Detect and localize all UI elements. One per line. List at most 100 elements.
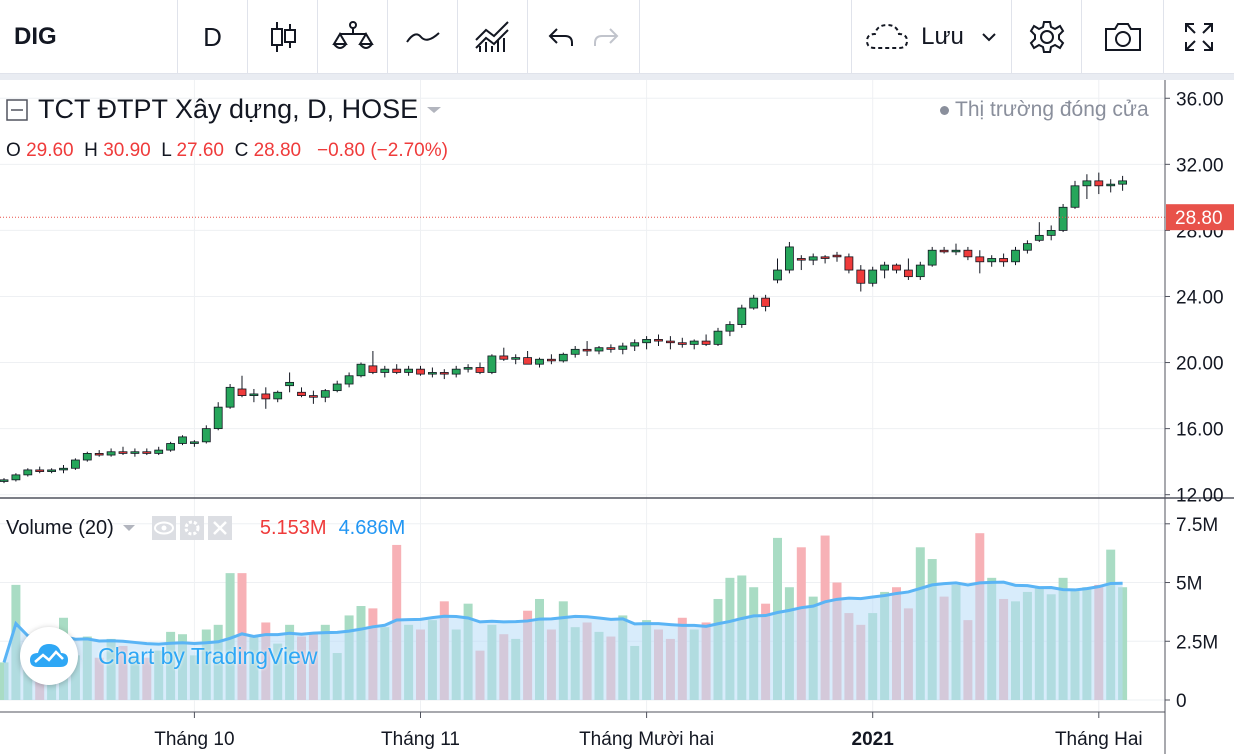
tradingview-cloud-icon [30,644,68,667]
candle-body [106,451,116,456]
candle-body [213,406,223,430]
watermark-text: Chart by TradingView [98,642,318,669]
compare-icon [331,21,374,49]
candle-body [166,443,176,451]
candle-body [832,254,842,258]
candle-body [35,469,45,472]
candle-body [404,368,414,373]
candle-body [189,441,199,444]
candle-body [368,365,378,373]
collapse-icon[interactable] [6,98,28,121]
camera-icon [1104,23,1141,51]
candle-body [392,368,402,373]
price-tick-label: 36.00 [1176,89,1224,110]
candle-body [463,367,473,370]
indicator-wave-icon [405,32,440,43]
candle-body [844,256,854,271]
volume-bar [225,573,235,700]
volume-axis[interactable]: 0 2.5M 5M 7.5M [1165,515,1218,712]
candle-body [808,256,818,261]
candle-body [558,353,568,362]
candle-body [344,375,354,385]
candle-body [59,467,68,471]
volume-pane [0,533,1128,700]
last-price-tag: 28.80 [1166,204,1234,231]
candle-body [0,479,9,482]
candle-body [23,469,33,476]
candle-body [892,264,901,271]
candle-body [11,474,21,481]
candle-body [570,348,580,355]
market-status-text: Thị trường đóng cửa [955,98,1149,121]
candle-body [47,469,56,472]
low-value: 27.60 [176,140,224,161]
status-dot-icon [940,105,949,115]
gear-icon [1029,21,1064,53]
remove-indicator-icon[interactable] [207,516,232,540]
candle-body [511,357,521,360]
candle-body [927,249,937,266]
settings-button[interactable] [1012,0,1082,74]
candle-body [178,436,187,444]
candle-body [689,340,699,345]
indicators-button[interactable] [388,0,458,74]
candle-body [963,249,973,258]
candle-body [154,449,164,454]
volume-menu-caret-icon[interactable] [122,523,136,533]
price-tick-label: 24.00 [1176,287,1224,308]
candle-body [1082,180,1092,187]
time-axis[interactable]: Tháng 10 Tháng 11 Tháng Mười hai 2021 Tháng … [154,712,1143,750]
candle-body [1023,243,1032,251]
templates-button[interactable] [458,0,528,74]
snapshot-button[interactable] [1082,0,1164,74]
candle-body [225,386,235,408]
candle-body [547,358,556,362]
ohlc-values: O 29.60 H 30.90 L 27.60 C 28.80 −0.80 (−… [6,140,448,162]
indicator-settings-icon[interactable] [179,516,204,540]
chart-type-button[interactable] [248,0,318,74]
candle-body [677,342,687,345]
high-label: H [84,140,98,161]
redo-icon[interactable] [592,26,620,48]
candle-body [904,269,913,278]
undo-redo-group [528,0,640,74]
candle-body [1118,180,1127,185]
series-legend[interactable]: TCT ĐTPT Xây dựng, D, HOSE [6,94,442,125]
volume-legend[interactable]: Volume (20) 5.153M 4.686M [6,516,405,540]
price-tick-label: 32.00 [1176,155,1224,176]
candle-body [1046,230,1056,236]
candle-body [939,249,949,253]
symbol-search-button[interactable]: DIG [0,0,178,74]
save-label: Lưu [921,23,964,50]
series-menu-caret-icon[interactable] [426,105,442,115]
candle-body [761,297,770,307]
candle-body [308,395,318,398]
candle-body [94,453,104,456]
interval-label: D [203,21,222,52]
save-layout-button[interactable]: Lưu [851,0,1012,74]
candle-body [416,368,425,375]
candle-body [332,383,342,392]
fullscreen-button[interactable] [1164,0,1234,74]
compare-button[interactable] [318,0,388,74]
tradingview-watermark[interactable]: Chart by TradingView [20,627,317,685]
candle-body [237,388,247,396]
candle-body [451,368,461,375]
low-label: L [161,140,172,161]
interval-button[interactable]: D [178,0,248,74]
open-value: 29.60 [26,140,74,161]
candle-body [987,258,997,263]
candle-body [725,324,735,332]
candle-body [594,347,604,352]
candle-body [249,393,259,396]
time-tick-label: Tháng 11 [381,729,460,750]
candle-body [975,256,985,263]
undo-icon[interactable] [547,26,575,48]
candle-body [820,256,830,259]
chevron-down-icon [982,33,996,42]
volume-tick-label: 0 [1176,691,1187,712]
candle-body [630,342,640,347]
eye-icon[interactable] [151,516,176,540]
